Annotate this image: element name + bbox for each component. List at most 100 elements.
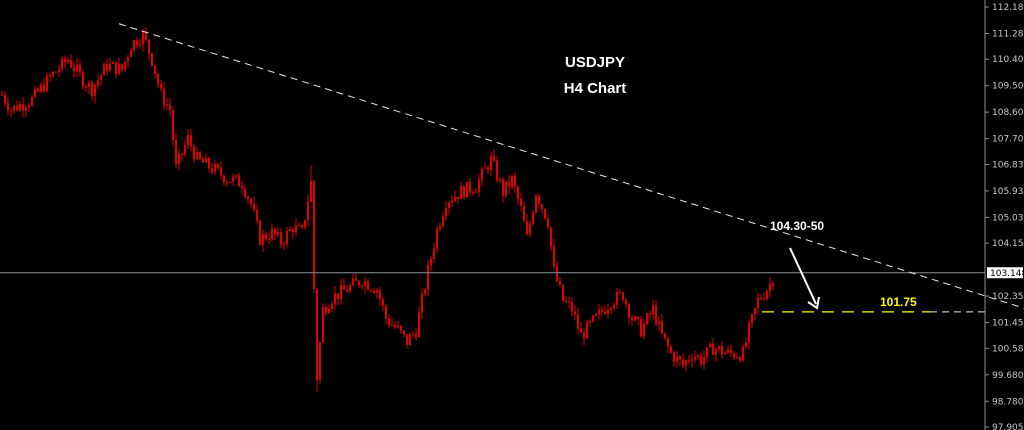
tick-label: 111.280 bbox=[992, 29, 1024, 39]
candle-body bbox=[34, 88, 36, 97]
candle-body bbox=[157, 74, 159, 84]
candle-body bbox=[487, 167, 489, 171]
candle-body bbox=[685, 360, 687, 366]
candle-body bbox=[277, 232, 279, 235]
candle-body bbox=[757, 297, 759, 308]
candle-body bbox=[394, 324, 396, 328]
candle-body bbox=[595, 313, 597, 316]
candle-body bbox=[520, 198, 522, 206]
candle-body bbox=[361, 285, 363, 287]
candle-body bbox=[406, 334, 408, 346]
candle-body bbox=[631, 317, 633, 321]
candle-body bbox=[13, 105, 15, 111]
candle-body bbox=[655, 305, 657, 325]
candle-body bbox=[613, 304, 615, 308]
candle-body bbox=[598, 309, 600, 314]
candle-body bbox=[232, 176, 234, 182]
candle-body bbox=[91, 82, 93, 97]
candle-body bbox=[169, 104, 171, 111]
candle-body bbox=[748, 322, 750, 343]
candle-body bbox=[43, 84, 45, 92]
candle-body bbox=[148, 39, 150, 54]
candle-body bbox=[367, 281, 369, 290]
candle-body bbox=[706, 347, 708, 357]
candle-body bbox=[580, 328, 582, 333]
candle-body bbox=[430, 258, 432, 266]
tick-label: 106.830 bbox=[992, 160, 1024, 170]
candle-body bbox=[16, 105, 18, 111]
candle-body bbox=[337, 293, 339, 300]
candle-body bbox=[64, 58, 66, 63]
candle-body bbox=[340, 285, 342, 300]
candle-body bbox=[79, 64, 81, 73]
candle-body bbox=[679, 356, 681, 360]
candle-body bbox=[214, 164, 216, 173]
candle-body bbox=[391, 324, 393, 326]
price-axis-ticks: 112.180 111.280 110.405 109.505 108.605 107.7… bbox=[985, 3, 1024, 430]
candle-body bbox=[712, 343, 714, 355]
candle-body bbox=[373, 290, 375, 293]
candle-body bbox=[694, 356, 696, 360]
candle-body bbox=[538, 195, 540, 205]
candle-body bbox=[769, 283, 771, 292]
candle-body bbox=[673, 352, 675, 362]
candle-body bbox=[22, 104, 24, 111]
candle-body bbox=[286, 230, 288, 244]
candle-body bbox=[670, 346, 672, 353]
candle-body bbox=[445, 207, 447, 217]
candle-body bbox=[40, 84, 42, 92]
candle-body bbox=[109, 63, 111, 71]
candle-body bbox=[571, 302, 573, 312]
tick-label: 98.780 bbox=[992, 397, 1024, 407]
candle-body bbox=[112, 62, 114, 64]
candle-body bbox=[268, 239, 270, 241]
candle-body bbox=[511, 176, 513, 187]
candle-body bbox=[475, 191, 477, 193]
candle-body bbox=[193, 146, 195, 160]
candle-body bbox=[70, 60, 72, 68]
candle-body bbox=[763, 298, 765, 300]
candle-body bbox=[316, 289, 318, 380]
candle-body bbox=[196, 152, 198, 160]
candle-body bbox=[28, 105, 30, 108]
candle-body bbox=[184, 145, 186, 155]
candle-body bbox=[1, 94, 3, 96]
candle-body bbox=[646, 313, 648, 324]
candle-body bbox=[715, 349, 717, 355]
candle-body bbox=[253, 203, 255, 210]
candle-body bbox=[526, 221, 528, 235]
candle-body bbox=[583, 332, 585, 339]
candle-body bbox=[640, 319, 642, 337]
candle-body bbox=[442, 216, 444, 227]
candle-body bbox=[331, 303, 333, 309]
candle-body bbox=[697, 355, 699, 357]
candle-body bbox=[142, 31, 144, 45]
candle-body bbox=[760, 297, 762, 299]
candles-group bbox=[1, 26, 774, 392]
candle-body bbox=[115, 62, 117, 75]
candle-body bbox=[703, 356, 705, 365]
candle-body bbox=[238, 175, 240, 187]
candle-body bbox=[235, 175, 237, 177]
candle-body bbox=[409, 334, 411, 346]
candle-body bbox=[328, 308, 330, 313]
candle-body bbox=[220, 167, 222, 176]
candle-body bbox=[352, 278, 354, 286]
current-price-label: 103.148 bbox=[990, 269, 1024, 279]
candle-body bbox=[400, 325, 402, 331]
candle-body bbox=[589, 321, 591, 323]
candle-body bbox=[283, 243, 285, 245]
candle-body bbox=[517, 186, 519, 199]
candle-body bbox=[508, 181, 510, 187]
candle-body bbox=[472, 192, 474, 194]
candle-body bbox=[550, 227, 552, 247]
candle-body bbox=[46, 75, 48, 92]
candle-body bbox=[208, 157, 210, 169]
candle-body bbox=[304, 220, 306, 228]
candle-body bbox=[223, 175, 225, 183]
candle-body bbox=[496, 160, 498, 181]
candle-body bbox=[535, 195, 537, 213]
tick-label: 110.405 bbox=[992, 55, 1024, 65]
candle-body bbox=[592, 315, 594, 322]
candle-body bbox=[166, 104, 168, 106]
